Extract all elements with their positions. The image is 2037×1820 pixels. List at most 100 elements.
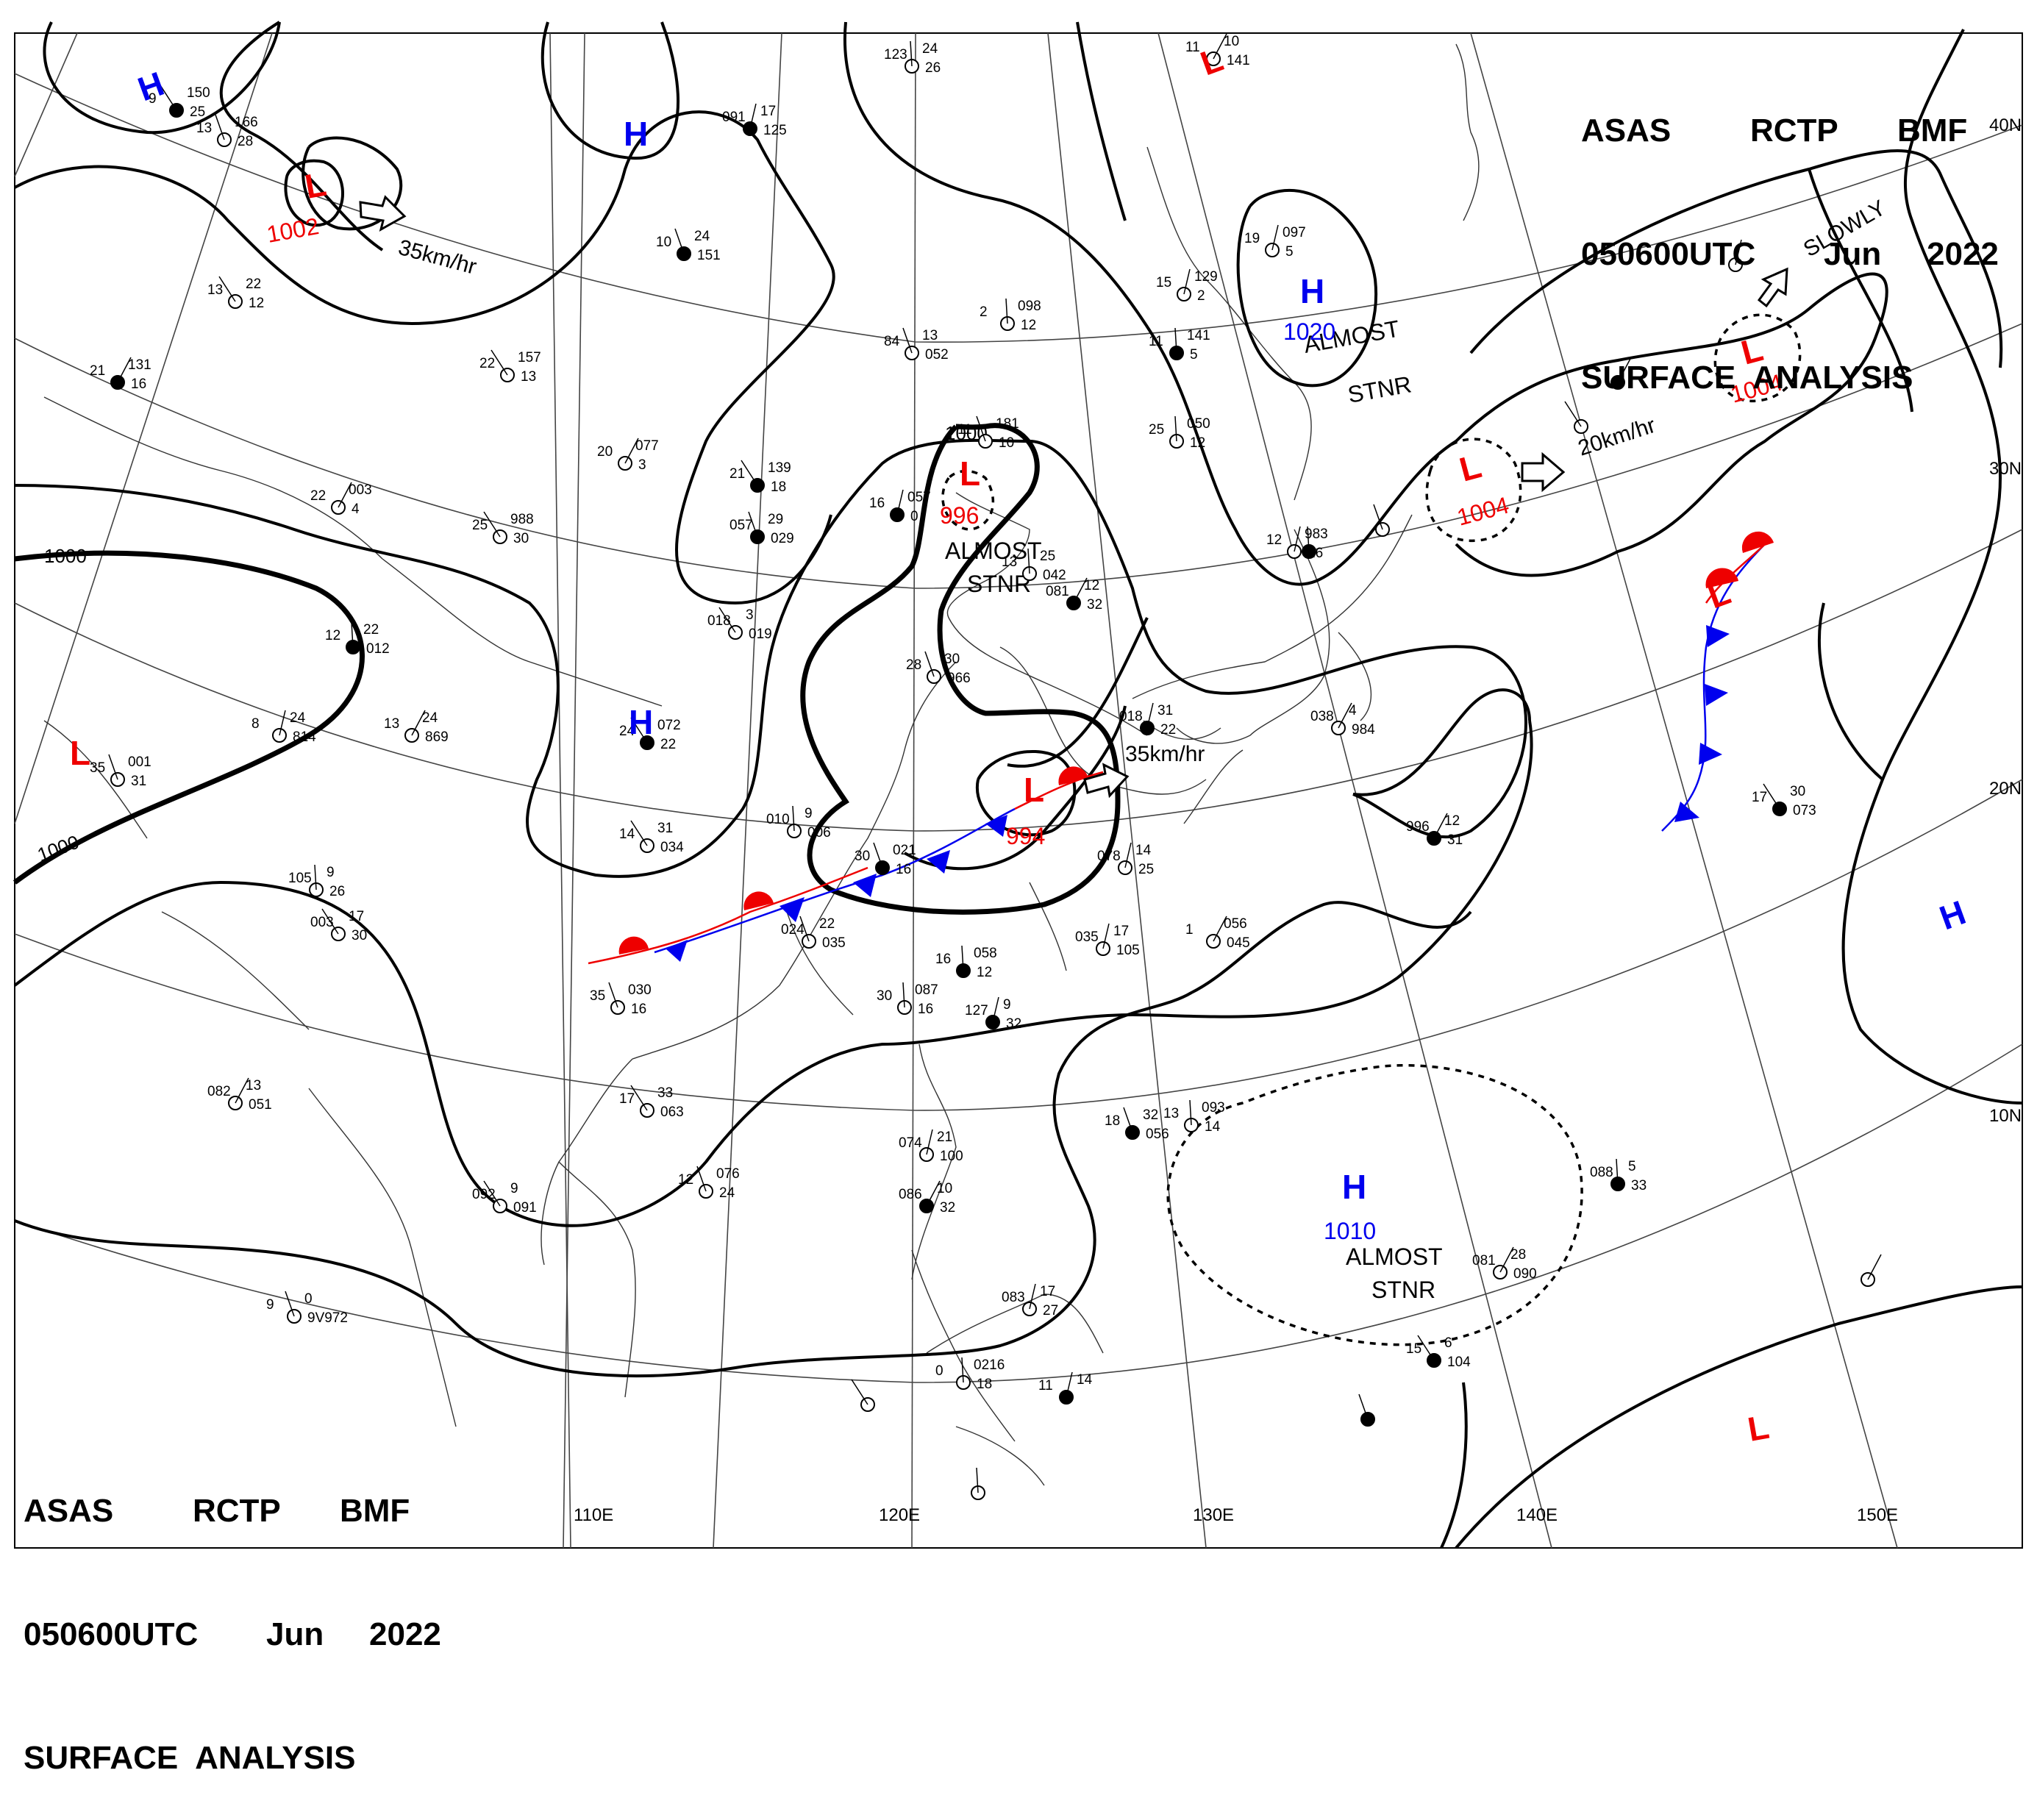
station-value: 33 xyxy=(657,1085,673,1101)
wind-barb xyxy=(749,103,757,129)
station-value: 32 xyxy=(1006,1016,1021,1032)
station-value: 029 xyxy=(771,531,794,546)
station-value: 25 xyxy=(1138,862,1154,877)
parallel-30n xyxy=(14,529,2023,832)
station-plot xyxy=(1728,239,1743,272)
station-value: 3 xyxy=(638,457,646,473)
station-value: 097 xyxy=(1283,225,1306,240)
station-plot: 003 17 30 xyxy=(310,908,367,943)
header-agency-line: ASAS RCTP BMF xyxy=(24,1491,441,1532)
station-value: 21 xyxy=(937,1130,952,1145)
low-center-l-west: L xyxy=(70,734,90,772)
low-center-l-southeast: L xyxy=(1745,1407,1772,1449)
station-plot: 10 24 151 xyxy=(656,228,721,263)
header-year: 2022 xyxy=(369,1616,441,1652)
station-value: 32 xyxy=(940,1200,955,1216)
wind-barb xyxy=(1617,357,1632,383)
header-time: 050600UTC xyxy=(1581,236,1756,272)
grid-labels: 110E 120E 130E 140E 150E 40N 30N 20N 10N xyxy=(574,115,2022,1525)
station-value: 056 xyxy=(1224,916,1247,932)
station-value: 17 xyxy=(1040,1284,1055,1299)
station-plot: 25 050 12 xyxy=(1149,415,1210,451)
station-value: 13 xyxy=(384,716,399,732)
station-value: 13 xyxy=(922,328,938,343)
station-value: 0 xyxy=(935,1363,943,1379)
header-title: SURFACE ANALYSIS xyxy=(1581,360,1913,396)
station-plot: 13 25 042 xyxy=(1002,548,1066,583)
station-plot xyxy=(1564,401,1588,434)
station-value: 024 xyxy=(781,922,805,938)
station-plot: 35 030 16 xyxy=(590,982,652,1017)
station-value: 12 xyxy=(325,628,340,643)
wind-barb xyxy=(314,864,317,891)
station-plot: 16 057 0 xyxy=(869,489,931,524)
header-office: BMF xyxy=(1897,113,1968,149)
station-value: 042 xyxy=(1043,568,1066,583)
wind-barb xyxy=(926,1129,933,1155)
station-plot: 2 098 12 xyxy=(980,298,1041,333)
wind-barb xyxy=(1124,842,1132,868)
station-plot: 21 139 18 xyxy=(729,460,791,495)
map-frame xyxy=(14,32,2023,1549)
station-plot: 18 32 056 xyxy=(1105,1107,1169,1142)
header-month: Jun xyxy=(266,1616,324,1652)
high-center-h-japan-sea: H xyxy=(1300,272,1324,310)
wind-barb xyxy=(1213,916,1227,942)
isobar xyxy=(14,110,835,605)
station-value: 13 xyxy=(246,1078,261,1093)
wind-barb xyxy=(108,754,118,780)
wind-barb xyxy=(1183,268,1191,295)
high-center-h-south-china: H xyxy=(629,703,653,741)
station-value: 12 xyxy=(1190,435,1205,451)
wind-barb xyxy=(215,114,225,140)
motion-arrow xyxy=(1757,267,1788,308)
motion-label: 35km/hr xyxy=(396,235,479,279)
station-plot: 9 150 25 xyxy=(149,85,210,120)
station-value: 16 xyxy=(935,952,951,967)
wind-barb xyxy=(1358,1393,1369,1420)
station-value: 018 xyxy=(707,613,731,629)
station-value: 6 xyxy=(1444,1335,1452,1351)
station-plot: 12 076 24 xyxy=(678,1166,740,1201)
lon-label-140e: 140E xyxy=(1516,1505,1558,1525)
station-value: 13 xyxy=(521,369,536,385)
isobar xyxy=(1236,188,1378,388)
isobar xyxy=(14,901,1472,1378)
motion-arrow xyxy=(1083,763,1130,799)
station-plot: 17 30 073 xyxy=(1752,783,1816,818)
station-plot: 21 131 16 xyxy=(90,357,151,392)
station-value: 13 xyxy=(1002,554,1017,570)
station-value: 12 xyxy=(1444,813,1460,829)
meridian-150e xyxy=(1470,32,1898,1549)
wind-barb xyxy=(674,228,685,254)
station-value: 9 xyxy=(266,1297,274,1313)
station-plot: 035 17 105 xyxy=(1075,923,1140,958)
station-plot: 024 22 035 xyxy=(781,916,846,951)
station-value: 17 xyxy=(760,104,776,119)
station-value: 30 xyxy=(855,849,870,864)
station-value: 012 xyxy=(366,641,390,657)
station-plot: 30 087 16 xyxy=(877,982,938,1017)
wind-barb xyxy=(160,85,177,111)
station-value: 3 xyxy=(746,607,754,623)
station-value: 814 xyxy=(293,729,316,745)
meridian-120e xyxy=(911,32,916,1549)
station-value: 30 xyxy=(944,652,960,667)
station-value: 082 xyxy=(207,1084,231,1099)
station-value: 35 xyxy=(590,988,605,1004)
station-plot xyxy=(971,1467,985,1500)
station-value: 16 xyxy=(896,862,911,877)
station-plot: 12 22 012 xyxy=(325,621,390,657)
station-value: 034 xyxy=(660,840,684,855)
station-value: 098 xyxy=(1018,299,1041,314)
station-value: 984 xyxy=(1352,722,1375,738)
station-plot: 996 12 31 xyxy=(1406,813,1463,848)
station-plot: 35 001 31 xyxy=(90,754,151,789)
wind-barb xyxy=(1123,1107,1133,1133)
station-value: 166 xyxy=(235,115,258,130)
station-plot: 018 31 22 xyxy=(1119,702,1176,738)
station-plot: 092 9 091 xyxy=(472,1180,537,1216)
station-value: 9 xyxy=(149,91,157,107)
station-value: 12 xyxy=(977,965,992,980)
station-value: 088 xyxy=(1590,1165,1613,1180)
